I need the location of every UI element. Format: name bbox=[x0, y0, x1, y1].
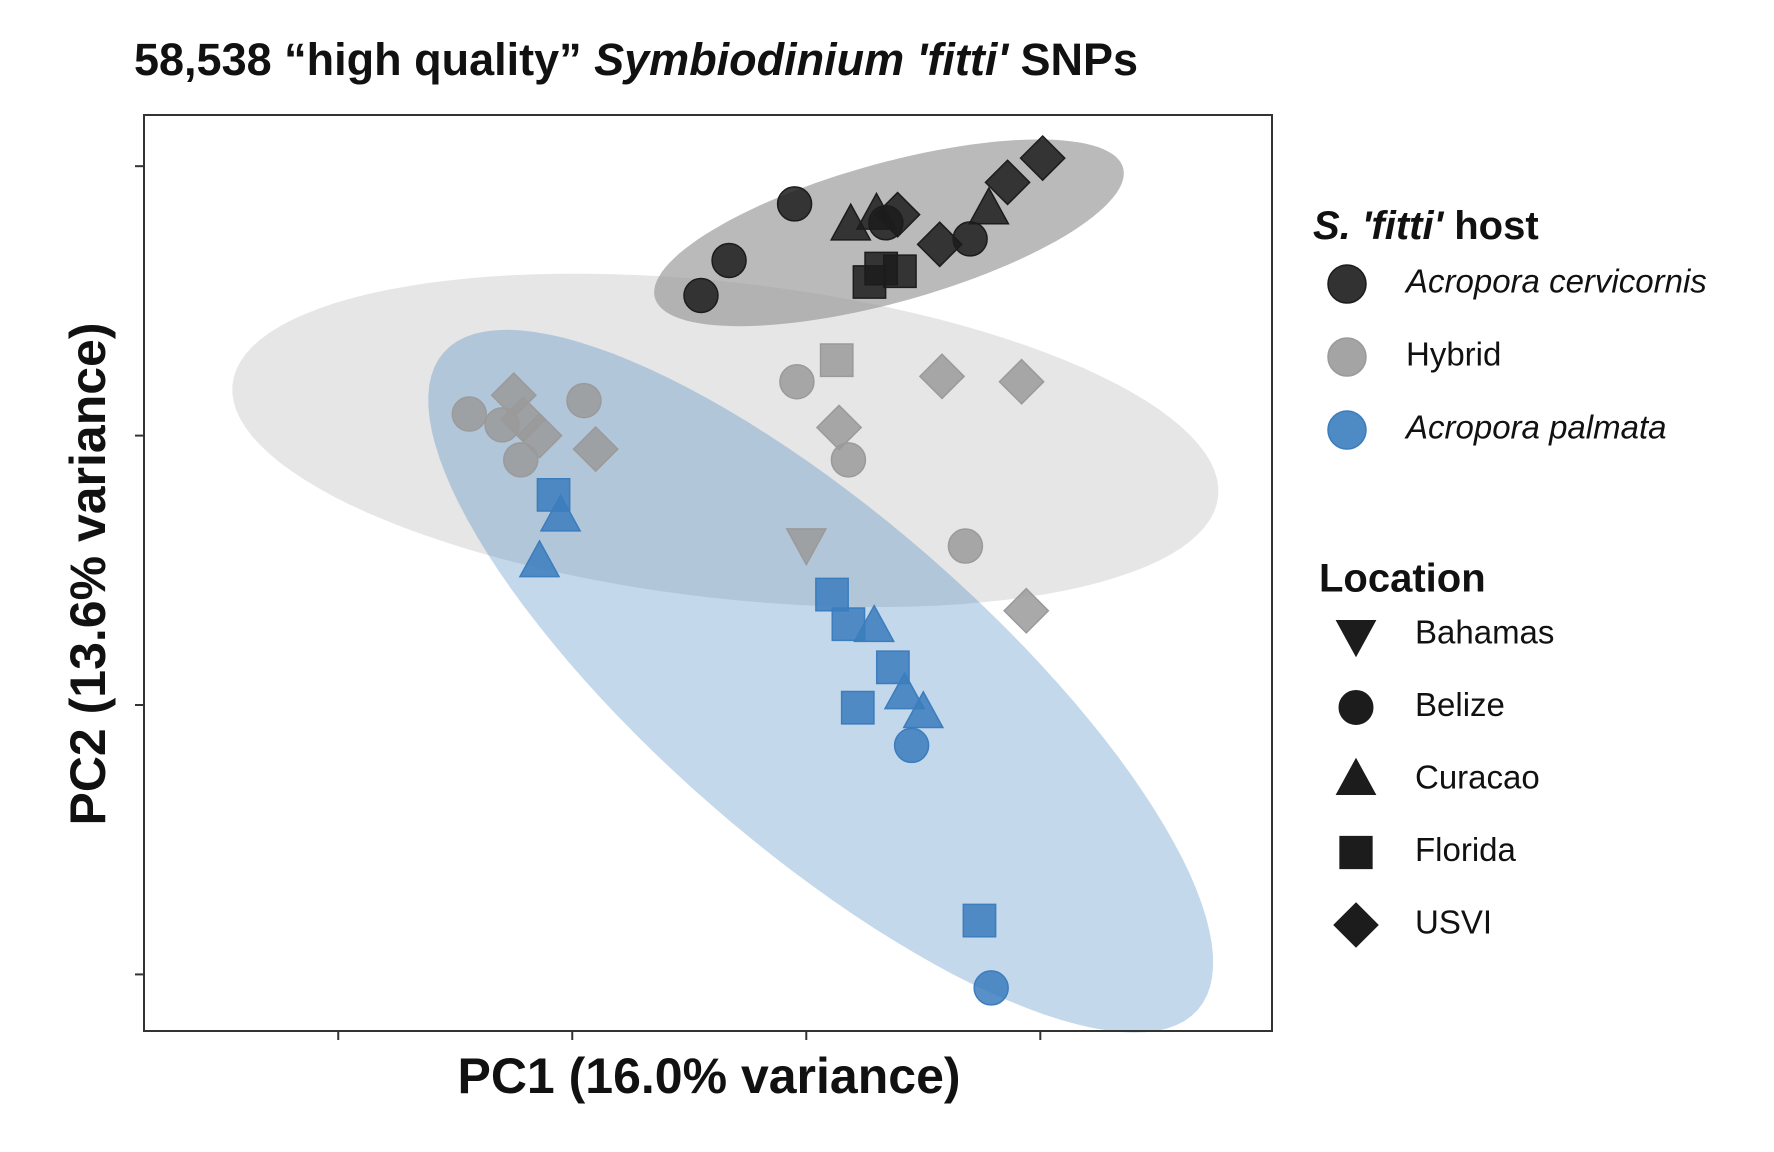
legend-marker bbox=[1333, 902, 1379, 948]
legend-marker bbox=[1327, 410, 1367, 450]
chart-title-part: SNPs bbox=[1008, 34, 1138, 85]
data-point bbox=[503, 442, 539, 478]
legend-marker bbox=[1338, 690, 1374, 725]
data-point bbox=[815, 577, 849, 612]
points bbox=[451, 134, 1066, 1006]
legend-label: USVI bbox=[1415, 904, 1492, 941]
data-point bbox=[962, 903, 997, 938]
data-point bbox=[864, 251, 899, 286]
data-point bbox=[1019, 134, 1066, 182]
data-point bbox=[451, 396, 488, 432]
legend-label: Bahamas bbox=[1415, 614, 1554, 651]
legend-marker bbox=[1327, 264, 1367, 304]
data-point bbox=[516, 412, 563, 459]
legend-label: Florida bbox=[1415, 831, 1517, 868]
x-axis-label: PC1 (16.0% variance) bbox=[457, 1048, 960, 1104]
data-point bbox=[785, 528, 828, 567]
data-point bbox=[968, 186, 1010, 225]
legend-label: Acropora palmata bbox=[1404, 409, 1666, 446]
data-point bbox=[683, 277, 719, 314]
legend-marker bbox=[1335, 620, 1377, 658]
legend-label: Acropora cervicornis bbox=[1404, 263, 1707, 300]
data-point bbox=[893, 727, 930, 764]
data-point bbox=[819, 343, 854, 378]
data-point bbox=[998, 358, 1045, 405]
chart-title-part: 58,538 “high quality” bbox=[134, 34, 594, 85]
legend-label: Belize bbox=[1415, 686, 1505, 723]
data-point bbox=[815, 404, 863, 451]
legend-label: Hybrid bbox=[1406, 336, 1501, 373]
data-point bbox=[853, 604, 895, 643]
data-point bbox=[539, 493, 582, 532]
legend-title: Location bbox=[1319, 557, 1486, 601]
data-point bbox=[711, 242, 747, 279]
data-point bbox=[874, 191, 921, 238]
chart-title: 58,538 “high quality” Symbiodinium 'fitt… bbox=[134, 34, 1138, 85]
data-point bbox=[883, 671, 926, 710]
data-point bbox=[572, 425, 619, 473]
data-point bbox=[947, 528, 984, 564]
data-point bbox=[973, 970, 1009, 1006]
legend-marker bbox=[1327, 337, 1367, 377]
legend-marker bbox=[1339, 835, 1373, 870]
plot-panel bbox=[144, 115, 1272, 1031]
y-axis-label: PC2 (13.6% variance) bbox=[60, 322, 116, 825]
legend-title-part: host bbox=[1443, 204, 1539, 248]
data-point bbox=[984, 159, 1031, 206]
confidence-ellipse bbox=[428, 329, 1214, 1033]
data-point bbox=[1003, 587, 1050, 634]
confidence-ellipse bbox=[232, 273, 1219, 607]
data-point bbox=[830, 442, 867, 478]
data-point bbox=[776, 186, 813, 222]
legend-title-part: S. 'fitti' bbox=[1313, 204, 1445, 248]
data-point bbox=[840, 690, 875, 725]
data-point bbox=[916, 221, 963, 268]
data-point bbox=[902, 690, 945, 729]
data-point bbox=[952, 221, 988, 257]
data-point bbox=[518, 539, 561, 578]
legend-label: Curacao bbox=[1415, 759, 1540, 796]
data-point bbox=[566, 382, 602, 419]
plot-border bbox=[143, 114, 1273, 1032]
legend-marker bbox=[1335, 757, 1377, 795]
legend-title: S. 'fitti' host bbox=[1313, 204, 1539, 248]
data-point bbox=[779, 363, 815, 400]
chart-title-part: Symbiodinium 'fitti' bbox=[594, 34, 1009, 85]
data-point bbox=[918, 353, 966, 400]
